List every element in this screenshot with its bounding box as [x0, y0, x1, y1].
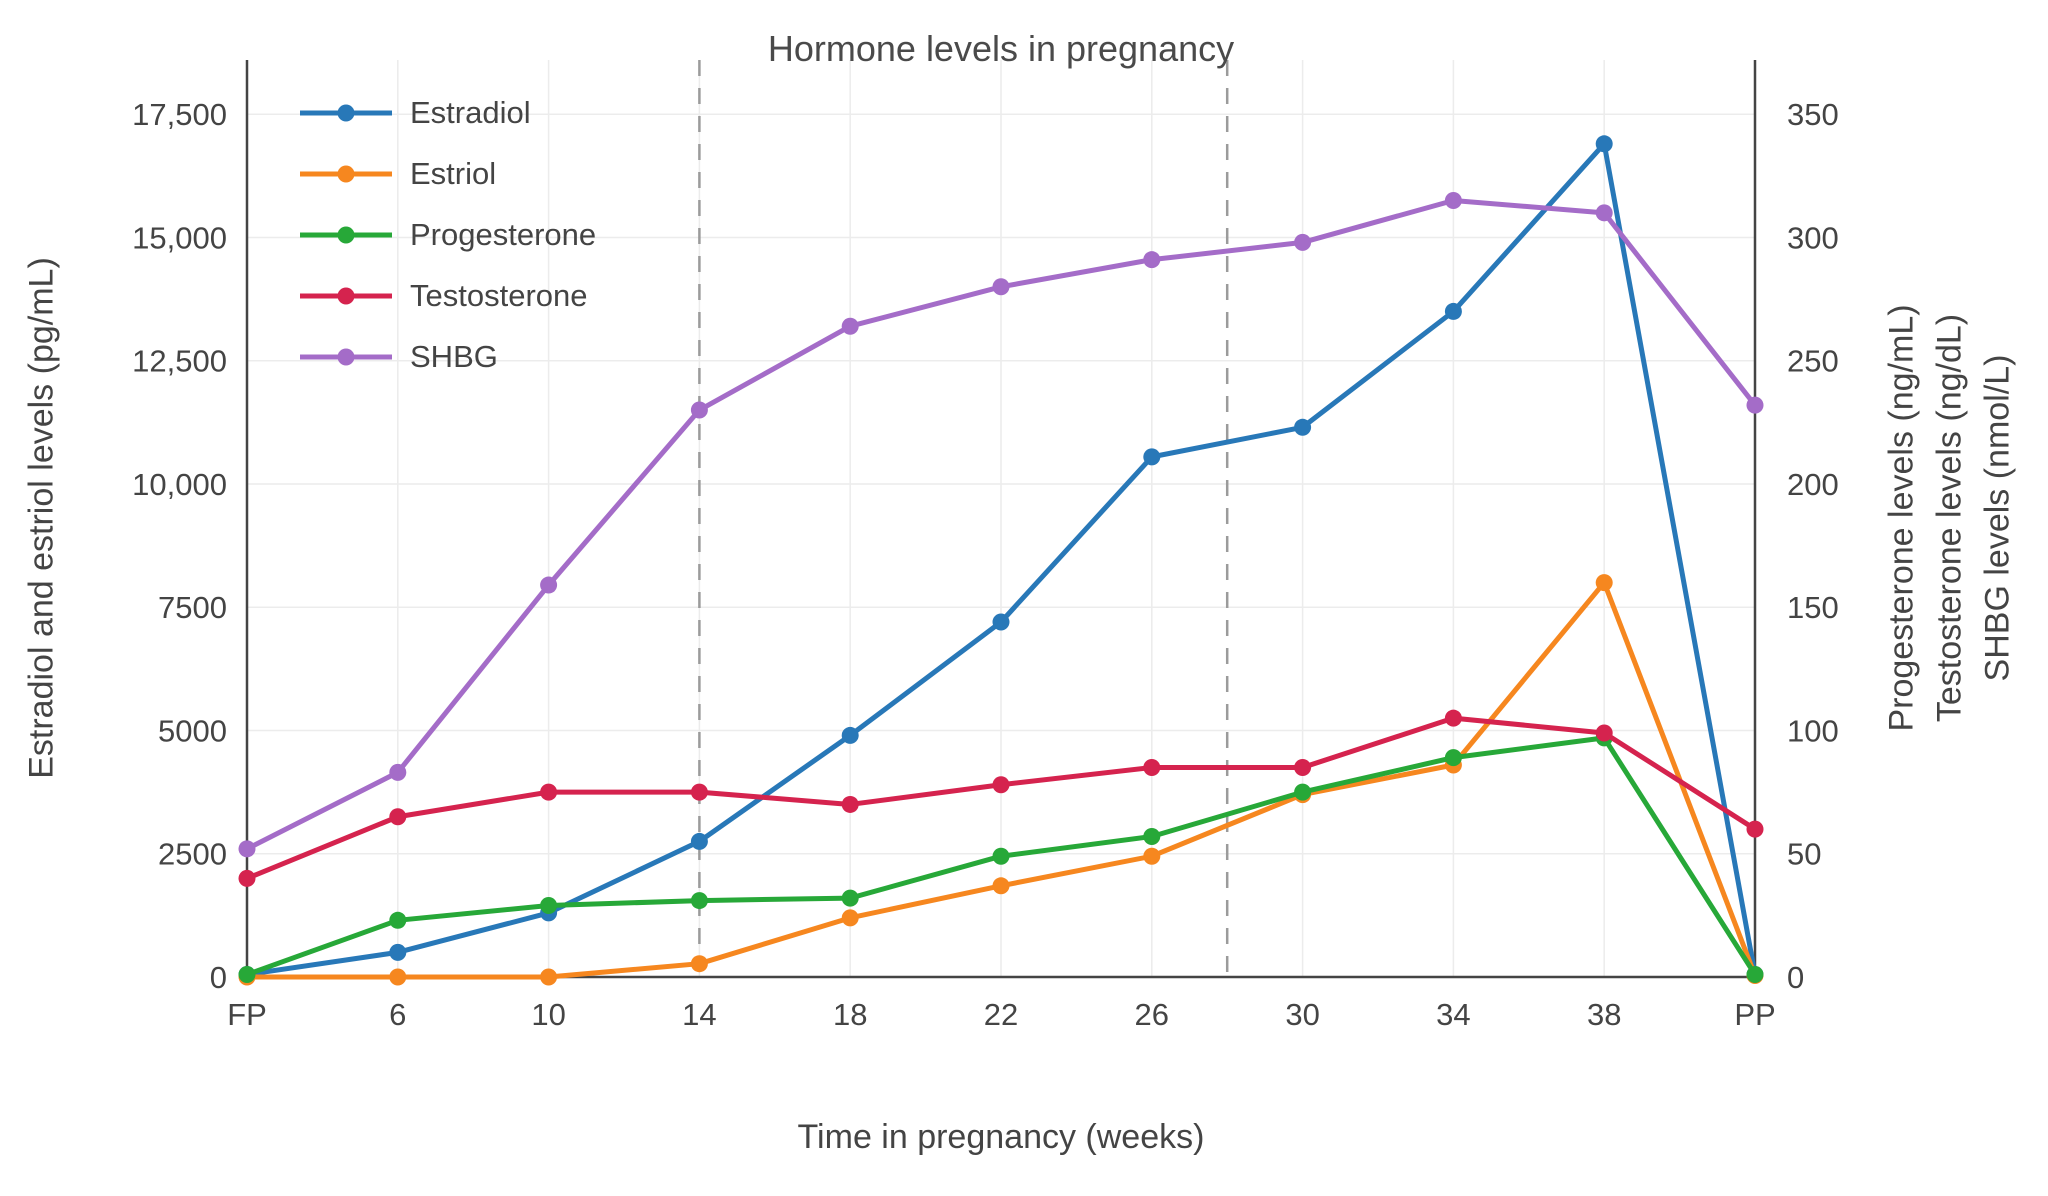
x-axis-title: Time in pregnancy (weeks) [797, 1118, 1205, 1156]
series-estriol [238, 574, 1764, 986]
tick-labels: 0 2500 5000 7500 10,000 12,500 15,000 17,500 0 50… [132, 97, 1839, 1032]
svg-text:26: 26 [1135, 997, 1169, 1032]
left-y-axis-title: Estradiol and estriol levels (pg/mL) [22, 257, 61, 779]
svg-text:6: 6 [389, 997, 406, 1032]
svg-text:14: 14 [682, 997, 716, 1032]
svg-text:0: 0 [210, 960, 227, 995]
svg-text:PP: PP [1734, 997, 1775, 1032]
svg-text:200: 200 [1787, 467, 1839, 502]
svg-text:10,000: 10,000 [132, 467, 227, 502]
svg-text:30: 30 [1285, 997, 1319, 1032]
legend-label: Testosterone [410, 277, 588, 313]
legend-label: Estriol [410, 155, 497, 191]
legend: Estradiol Estriol Progesterone Testoster… [298, 82, 596, 387]
legend-item-shbg[interactable]: SHBG [298, 326, 596, 387]
legend-item-testosterone[interactable]: Testosterone [298, 265, 596, 326]
legend-label: Progesterone [410, 216, 597, 252]
legend-label: SHBG [410, 338, 498, 374]
legend-label: Estradiol [410, 94, 531, 130]
svg-text:38: 38 [1587, 997, 1621, 1032]
svg-text:300: 300 [1787, 220, 1839, 255]
legend-item-progesterone[interactable]: Progesterone [298, 204, 596, 265]
svg-text:17,500: 17,500 [132, 97, 227, 132]
svg-text:FP: FP [227, 997, 267, 1032]
legend-item-estradiol[interactable]: Estradiol [298, 82, 596, 143]
svg-text:10: 10 [531, 997, 565, 1032]
line-marker-icon [300, 348, 392, 365]
series-shbg [238, 192, 1764, 858]
chart-title: Hormone levels in pregnancy [767, 28, 1235, 69]
line-marker-icon [300, 287, 392, 304]
svg-text:15,000: 15,000 [132, 220, 227, 255]
right-y-axis-title-testosterone: Testosterone levels (ng/dL) [1930, 313, 1969, 723]
gridlines [247, 60, 1755, 977]
svg-text:250: 250 [1787, 344, 1839, 379]
svg-text:34: 34 [1436, 997, 1470, 1032]
svg-text:7500: 7500 [158, 590, 227, 625]
right-y-axis-title-progesterone: Progesterone levels (ng/mL) [1882, 304, 1921, 732]
svg-text:100: 100 [1787, 713, 1839, 748]
series-testosterone [238, 709, 1764, 887]
svg-text:5000: 5000 [158, 713, 227, 748]
svg-text:150: 150 [1787, 590, 1839, 625]
line-marker-icon [300, 104, 392, 121]
series-progesterone [238, 729, 1764, 984]
svg-text:18: 18 [833, 997, 867, 1032]
svg-text:350: 350 [1787, 97, 1839, 132]
line-marker-icon [300, 165, 392, 182]
svg-text:12,500: 12,500 [132, 344, 227, 379]
legend-item-estriol[interactable]: Estriol [298, 143, 596, 204]
svg-text:0: 0 [1787, 960, 1804, 995]
svg-text:50: 50 [1787, 837, 1821, 872]
svg-text:2500: 2500 [158, 837, 227, 872]
line-marker-icon [300, 226, 392, 243]
right-y-axis-title-shbg: SHBG levels (nmol/L) [1978, 354, 2017, 682]
svg-text:22: 22 [984, 997, 1018, 1032]
